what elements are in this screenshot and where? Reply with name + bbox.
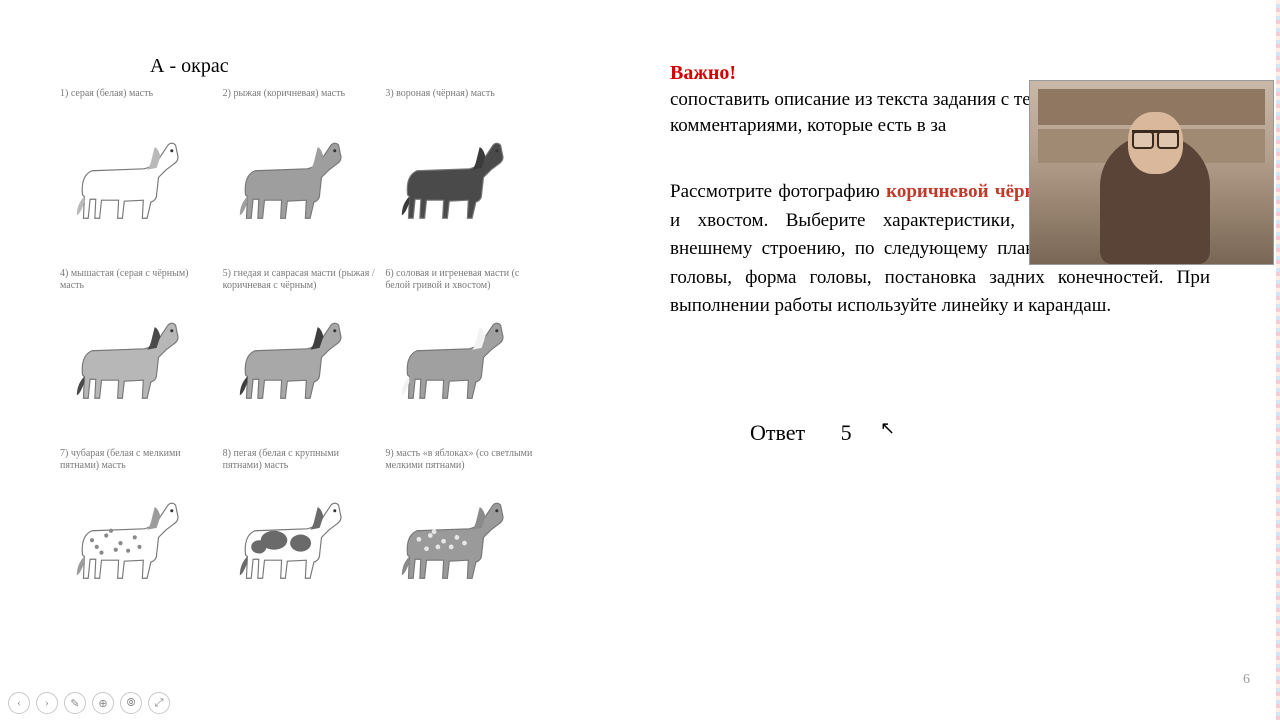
toolbar-button[interactable]: ⤢ xyxy=(148,692,170,714)
subtitle-line1: сопоставить описание из текста задания с… xyxy=(670,89,1053,110)
scrollbar-strip xyxy=(1276,0,1280,720)
toolbar-button[interactable]: ⦾ xyxy=(120,692,142,714)
horse-illustration xyxy=(60,128,215,228)
horse-illustration xyxy=(385,128,540,228)
toolbar-button[interactable]: › xyxy=(36,692,58,714)
horse-caption: 5) гнедая и саврасая масти (рыжая / кори… xyxy=(223,268,378,304)
toolbar-button[interactable]: ‹ xyxy=(8,692,30,714)
body-prefix: Рассмотрите фотографию xyxy=(670,181,886,202)
slide: А - окрас 1) серая (белая) масть 2) рыжа… xyxy=(0,0,1280,720)
horse-grid: 1) серая (белая) масть 2) рыжая (коричне… xyxy=(60,88,540,588)
horse-illustration xyxy=(385,488,540,588)
answer-row: Ответ 5 xyxy=(750,420,852,446)
toolbar-button[interactable]: ⊕ xyxy=(92,692,114,714)
horse-cell: 3) вороная (чёрная) масть xyxy=(385,88,540,228)
highlight-1: коричневой xyxy=(886,181,988,202)
horse-illustration xyxy=(223,308,378,408)
horse-illustration xyxy=(60,488,215,588)
section-title: А - окрас xyxy=(150,55,229,78)
horse-cell: 5) гнедая и саврасая масти (рыжая / кори… xyxy=(223,268,378,408)
horse-caption: 4) мышастая (серая с чёрным) масть xyxy=(60,268,215,304)
horse-cell: 1) серая (белая) масть xyxy=(60,88,215,228)
page-number: 6 xyxy=(1243,672,1250,688)
horse-caption: 9) масть «в яблоках» (со светлыми мелким… xyxy=(385,448,540,484)
toolbar-button[interactable]: ✎ xyxy=(64,692,86,714)
horse-illustration xyxy=(223,128,378,228)
horse-cell: 4) мышастая (серая с чёрным) масть xyxy=(60,268,215,408)
horse-illustration xyxy=(385,308,540,408)
horse-caption: 8) пегая (белая с крупными пятнами) маст… xyxy=(223,448,378,484)
horse-caption: 1) серая (белая) масть xyxy=(60,88,215,124)
webcam-overlay xyxy=(1029,80,1274,265)
horse-illustration xyxy=(60,308,215,408)
horse-illustration xyxy=(223,488,378,588)
horse-cell: 6) соловая и игреневая масти (с белой гр… xyxy=(385,268,540,408)
horse-caption: 2) рыжая (коричневая) масть xyxy=(223,88,378,124)
horse-cell: 8) пегая (белая с крупными пятнами) маст… xyxy=(223,448,378,588)
horse-caption: 3) вороная (чёрная) масть xyxy=(385,88,540,124)
horse-caption: 6) соловая и игреневая масти (с белой гр… xyxy=(385,268,540,304)
answer-label: Ответ xyxy=(750,420,805,445)
subtitle-line2: комментариями, которые есть в за xyxy=(670,115,946,136)
answer-value: 5 xyxy=(841,420,852,445)
horse-cell: 7) чубарая (белая с мелкими пятнами) мас… xyxy=(60,448,215,588)
horse-cell: 9) масть «в яблоках» (со светлыми мелким… xyxy=(385,448,540,588)
presentation-toolbar: ‹ › ✎ ⊕ ⦾ ⤢ xyxy=(8,692,170,714)
horse-cell: 2) рыжая (коричневая) масть xyxy=(223,88,378,228)
cursor-icon: ↖ xyxy=(880,418,895,439)
horse-caption: 7) чубарая (белая с мелкими пятнами) мас… xyxy=(60,448,215,484)
